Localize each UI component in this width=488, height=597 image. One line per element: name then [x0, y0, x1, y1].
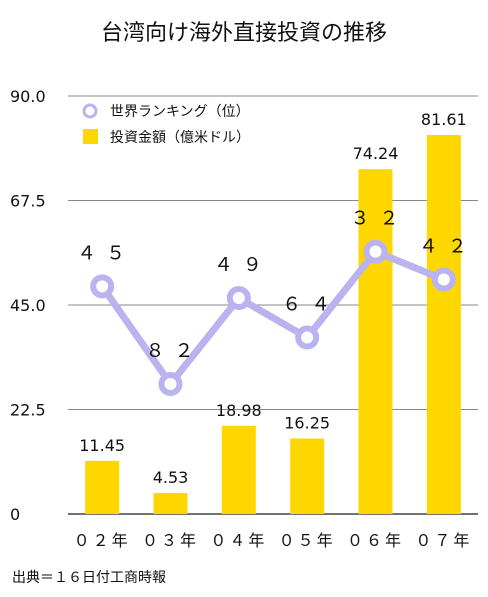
rank-label: ３２ — [350, 208, 408, 230]
grid — [68, 95, 478, 515]
bar-value-label: 4.53 — [153, 468, 189, 487]
y-tick-label: 90.0 — [10, 87, 46, 106]
bar-value-label: 74.24 — [353, 144, 399, 163]
bar-value-labels: 11.45 4.53 18.98 16.25 74.24 81.61 — [79, 110, 466, 487]
rank-label: ４５ — [77, 242, 135, 264]
rank-point — [158, 371, 183, 396]
bar — [153, 492, 188, 514]
y-axis-ticks: 0 22.5 45.0 67.5 90.0 — [10, 87, 46, 524]
rank-label: ４２ — [419, 235, 477, 257]
line-series — [90, 239, 456, 396]
x-tick-label: ０２年 — [74, 531, 131, 550]
bar-value-label: 16.25 — [284, 414, 330, 433]
source-note: 出典＝１６日付工商時報 — [12, 570, 166, 586]
x-tick-label: ０７年 — [415, 531, 472, 550]
y-tick-label: 0 — [10, 505, 20, 524]
bar-value-label: 11.45 — [79, 436, 125, 455]
bar — [358, 169, 393, 514]
legend-label-amount: 投資金額（億米ドル） — [110, 130, 250, 146]
x-tick-label: ０４年 — [210, 531, 267, 550]
bar — [290, 438, 325, 514]
bar-series — [85, 134, 461, 514]
legend-line-marker — [82, 103, 98, 119]
rank-label: ８２ — [145, 340, 203, 362]
bar — [85, 460, 120, 514]
y-tick-label: 45.0 — [10, 296, 46, 315]
y-tick-label: 67.5 — [10, 192, 46, 211]
x-axis-ticks: ０２年 ０３年 ０４年 ０５年 ０６年 ０７年 — [74, 531, 472, 550]
rank-line — [98, 248, 448, 388]
bar — [426, 134, 461, 514]
rank-label: ４９ — [214, 254, 272, 276]
rank-point — [226, 286, 251, 311]
bar-value-label: 18.98 — [216, 401, 262, 420]
bar-value-label: 81.61 — [421, 110, 467, 129]
rank-point — [363, 239, 388, 264]
rank-point — [90, 274, 115, 299]
legend-bar-swatch — [83, 129, 98, 144]
rank-labels: ４５ ８２ ４９ ６４ ３２ ４２ — [77, 208, 477, 362]
rank-point — [295, 325, 320, 350]
y-tick-label: 22.5 — [10, 401, 46, 420]
rank-point — [431, 267, 456, 292]
bar — [221, 425, 256, 514]
x-tick-label: ０６年 — [347, 531, 404, 550]
x-tick-label: ０５年 — [279, 531, 336, 550]
chart-title: 台湾向け海外直接投資の推移 — [101, 21, 387, 46]
x-tick-label: ０３年 — [142, 531, 199, 550]
legend: 世界ランキング（位） 投資金額（億米ドル） — [82, 103, 250, 146]
legend-label-rank: 世界ランキング（位） — [110, 104, 250, 120]
rank-label: ６４ — [282, 294, 340, 316]
